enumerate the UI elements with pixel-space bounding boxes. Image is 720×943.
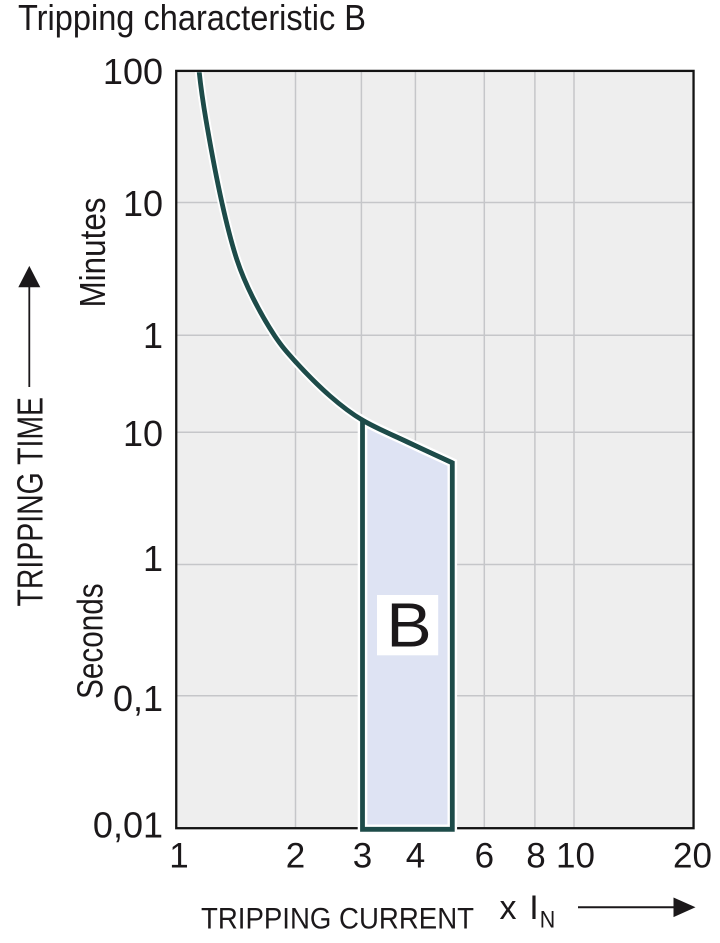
svg-text:10: 10 <box>123 413 163 454</box>
svg-text:Minutes: Minutes <box>72 198 113 308</box>
svg-text:2: 2 <box>286 837 305 876</box>
svg-text:1: 1 <box>143 538 163 579</box>
svg-text:6: 6 <box>475 837 494 876</box>
svg-text:Tripping characteristic B: Tripping characteristic B <box>18 0 366 38</box>
svg-text:8: 8 <box>526 837 545 876</box>
svg-text:10: 10 <box>123 183 163 224</box>
svg-text:N: N <box>540 906 556 933</box>
svg-text:0,01: 0,01 <box>93 805 163 846</box>
svg-text:x: x <box>500 889 517 927</box>
svg-text:1: 1 <box>143 315 163 356</box>
svg-text:TRIPPING TIME: TRIPPING TIME <box>10 397 51 607</box>
svg-text:100: 100 <box>103 51 163 92</box>
svg-text:4: 4 <box>406 837 425 876</box>
svg-text:Seconds: Seconds <box>70 583 111 699</box>
svg-text:B: B <box>386 592 432 661</box>
svg-text:10: 10 <box>556 837 595 876</box>
svg-text:I: I <box>529 889 538 927</box>
svg-text:TRIPPING CURRENT: TRIPPING CURRENT <box>201 902 474 935</box>
svg-text:1: 1 <box>169 837 188 876</box>
svg-text:0,1: 0,1 <box>113 678 163 719</box>
svg-text:20: 20 <box>673 837 712 876</box>
svg-text:3: 3 <box>353 837 372 876</box>
